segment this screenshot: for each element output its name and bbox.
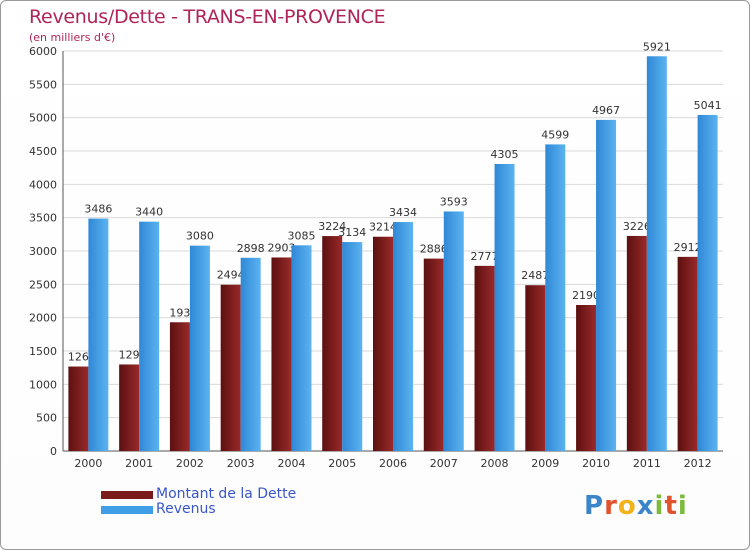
y-tick-label: 6000	[29, 45, 57, 58]
y-tick-label: 1000	[29, 378, 57, 391]
proxiti-logo: Proxiti	[584, 491, 688, 521]
data-label-revenue: 4967	[592, 104, 620, 117]
y-tick-label: 3500	[29, 212, 57, 225]
y-tick-label: 2000	[29, 312, 57, 325]
y-tick-label: 500	[36, 412, 57, 425]
data-label-revenue: 3593	[440, 195, 468, 208]
bar-revenue	[646, 56, 667, 452]
legend-item-debt: Montant de la Dette	[101, 487, 296, 502]
data-label-debt: 2190	[572, 289, 600, 302]
bar-debt	[68, 366, 89, 451]
x-tick-label: 2001	[125, 457, 153, 470]
logo-letter: o	[617, 491, 637, 521]
bar-revenue	[596, 119, 617, 451]
chart-subtitle: (en milliers d'€)	[29, 31, 116, 44]
legend-item-revenue: Revenus	[101, 502, 296, 517]
logo-letter: i	[654, 491, 665, 521]
y-tick-label: 3000	[29, 245, 57, 258]
data-label-debt: 2903	[267, 241, 295, 254]
data-label-revenue: 3080	[186, 230, 214, 243]
legend-label-debt: Montant de la Dette	[156, 486, 297, 502]
logo-letter: r	[604, 491, 618, 521]
bar-debt	[271, 257, 292, 451]
x-tick-label: 2005	[328, 457, 356, 470]
bar-debt	[423, 258, 444, 451]
x-tick-label: 2012	[684, 457, 712, 470]
y-tick-label: 5500	[29, 78, 57, 91]
x-tick-label: 2011	[633, 457, 661, 470]
bar-revenue	[342, 242, 363, 451]
bar-debt	[169, 322, 190, 451]
data-label-revenue: 3440	[135, 206, 163, 219]
bar-revenue	[291, 245, 312, 451]
data-label-debt: 2886	[420, 243, 448, 256]
logo-letter: x	[636, 491, 655, 521]
y-tick-label: 4500	[29, 145, 57, 158]
data-label-debt: 2777	[471, 250, 499, 263]
bar-revenue	[88, 218, 109, 451]
x-tick-label: 2008	[481, 457, 509, 470]
y-tick-label: 4000	[29, 178, 57, 191]
bar-debt	[626, 235, 647, 451]
data-label-debt: 2912	[674, 241, 702, 254]
bar-revenue	[393, 222, 413, 451]
data-label-debt: 129	[119, 348, 140, 361]
legend-label-revenue: Revenus	[156, 501, 216, 517]
logo-letter: P	[584, 491, 605, 521]
data-label-revenue: 4305	[491, 148, 519, 161]
data-label-revenue: 3085	[287, 229, 315, 242]
bar-debt	[525, 285, 546, 451]
legend-swatch-debt	[101, 490, 153, 499]
y-tick-label: 2500	[29, 278, 57, 291]
data-label-debt: 3224	[318, 220, 346, 233]
legend-swatch-revenue	[101, 505, 153, 514]
data-label-revenue: 3486	[84, 203, 112, 216]
data-label-debt: 193	[169, 306, 190, 319]
y-tick-label: 0	[50, 445, 57, 458]
data-label-debt: 3226	[623, 220, 651, 233]
x-tick-label: 2006	[379, 457, 407, 470]
bar-revenue	[189, 245, 210, 451]
y-tick-label: 1500	[29, 345, 57, 358]
x-tick-label: 2009	[531, 457, 559, 470]
bar-debt	[322, 236, 343, 451]
bar-revenue	[443, 211, 464, 451]
chart-title: Revenus/Dette - TRANS-EN-PROVENCE	[29, 6, 386, 28]
bar-debt	[119, 364, 140, 451]
data-label-revenue: 5041	[694, 99, 722, 112]
logo-letter: i	[677, 491, 688, 521]
x-tick-label: 2003	[227, 457, 255, 470]
data-label-debt: 126	[68, 351, 89, 364]
y-tick-label: 5000	[29, 112, 57, 125]
data-label-revenue: 3134	[338, 226, 366, 239]
x-tick-label: 2004	[277, 457, 305, 470]
x-tick-label: 2002	[176, 457, 204, 470]
bar-debt	[220, 284, 241, 451]
bar-debt	[373, 236, 393, 451]
data-label-revenue: 5921	[643, 40, 671, 53]
legend: Montant de la Dette Revenus	[101, 487, 296, 517]
bar-revenue	[545, 144, 566, 451]
bar-revenue	[494, 164, 515, 451]
bar-revenue	[139, 221, 160, 451]
bar-revenue	[697, 114, 718, 451]
bar-debt	[474, 265, 495, 451]
bar-revenue	[240, 257, 261, 451]
data-label-revenue: 4599	[541, 128, 569, 141]
data-label-debt: 2487	[521, 269, 549, 282]
x-tick-label: 2000	[74, 457, 102, 470]
data-label-debt: 3214	[369, 221, 397, 234]
logo-letter: t	[664, 491, 678, 521]
x-tick-label: 2010	[582, 457, 610, 470]
bar-debt	[576, 305, 597, 451]
x-tick-label: 2007	[430, 457, 458, 470]
bar-debt	[677, 256, 698, 451]
data-label-revenue: 3434	[389, 206, 417, 219]
data-label-debt: 2494	[217, 269, 245, 282]
data-label-revenue: 2898	[237, 242, 265, 255]
